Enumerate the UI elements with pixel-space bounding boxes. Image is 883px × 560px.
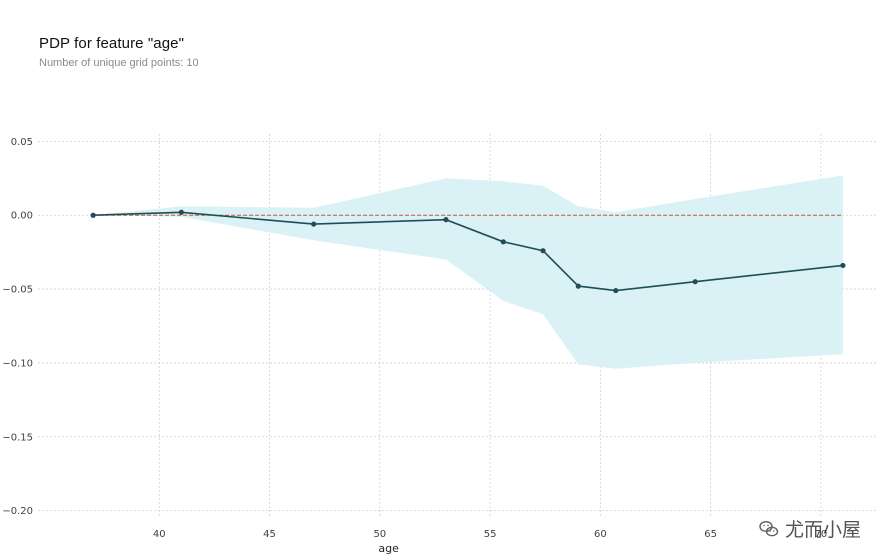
watermark: 尤而小屋 <box>759 515 861 542</box>
y-tick-label: −0.05 <box>2 285 33 296</box>
x-tick-label: 65 <box>704 529 717 540</box>
data-point <box>178 209 184 215</box>
data-point <box>443 217 449 223</box>
x-axis-label: age <box>378 542 399 555</box>
y-tick-label: −0.15 <box>2 432 33 443</box>
data-point <box>311 221 317 227</box>
data-point <box>540 248 546 254</box>
y-tick-label: 0.05 <box>11 137 33 148</box>
wechat-icon <box>759 520 779 536</box>
chart-subtitle: Number of unique grid points: 10 <box>39 57 199 69</box>
x-tick-label: 70 <box>815 529 828 540</box>
tick-labels: 40 45 50 55 60 65 70 0.05 0.00 −0.05 −0.10 −0.15 −0.… <box>2 137 827 540</box>
data-point <box>692 279 698 285</box>
data-point <box>90 212 96 218</box>
x-tick-label: 50 <box>373 529 386 540</box>
x-tick-label: 55 <box>484 529 497 540</box>
x-tick-label: 40 <box>153 529 166 540</box>
y-tick-label: 0.00 <box>11 211 33 222</box>
data-point <box>840 262 846 269</box>
confidence-band <box>93 175 843 369</box>
x-tick-label: 60 <box>594 529 607 540</box>
data-point <box>575 283 581 289</box>
x-tick-label: 45 <box>263 529 276 540</box>
pdp-points <box>90 209 846 294</box>
pdp-line <box>93 211 843 292</box>
y-tick-label: −0.10 <box>2 358 33 369</box>
chart-title: PDP for feature "age" <box>39 35 185 52</box>
y-tick-label: −0.20 <box>2 506 33 517</box>
data-point <box>613 287 619 294</box>
data-point <box>500 239 506 245</box>
watermark-text: 尤而小屋 <box>784 520 861 541</box>
